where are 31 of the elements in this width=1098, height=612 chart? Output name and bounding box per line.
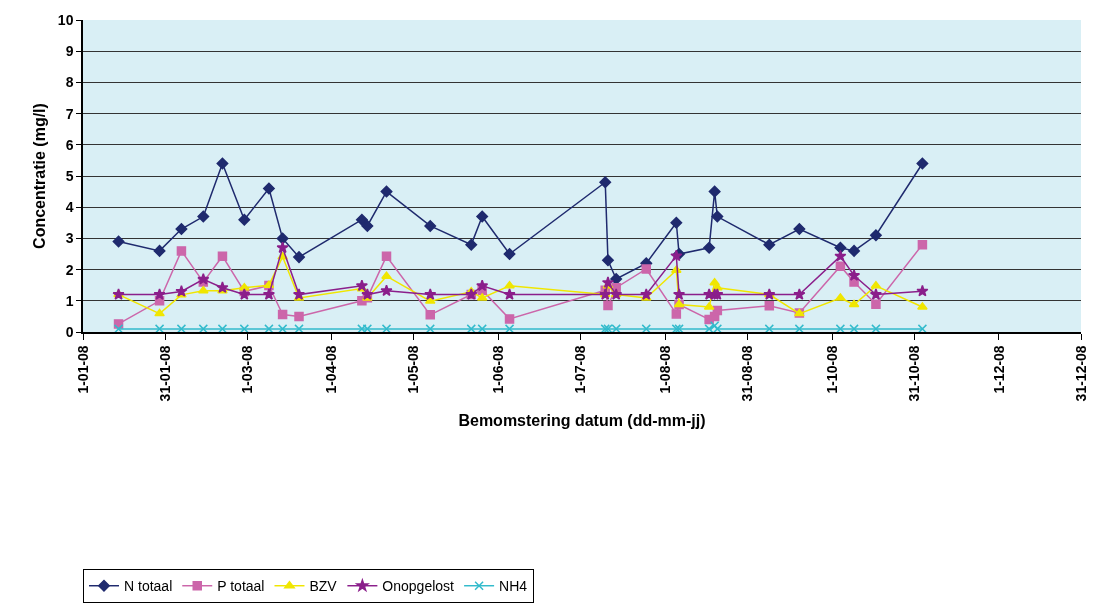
legend-label: N totaal [124,578,173,595]
x-tick-label: 31-12-08 [1072,345,1089,402]
x-axis-title: Bemomstering datum (dd-mm-jj) [458,411,706,429]
x-tick-label: 31-10-08 [905,345,922,402]
y-tick-label: 9 [65,43,74,60]
y-tick-label: 7 [65,105,74,122]
legend-label: NH4 [499,578,528,595]
y-tick-label: 8 [65,74,74,91]
y-tick-label: 4 [65,199,74,216]
x-tick-label: 1-04-08 [323,345,340,394]
y-tick-label: 2 [65,261,74,278]
x-tick-label: 1-03-08 [238,345,255,394]
y-tick-label: 5 [65,167,74,184]
legend-label: P totaal [217,578,265,595]
y-tick-label: 6 [65,136,74,153]
x-tick-label: 1-12-08 [990,345,1007,394]
y-tick-label: 0 [65,323,74,340]
y-tick-label: 10 [57,11,74,28]
x-tick-label: 1-01-08 [74,345,91,394]
x-tick-label: 31-08-08 [738,345,755,402]
legend-label: Onopgelost [382,578,455,595]
y-tick-label: 1 [65,292,74,309]
x-tick-label: 1-06-08 [490,345,507,394]
x-tick-label: 1-08-08 [656,345,673,394]
y-axis-title: Concentratie (mg/l) [31,103,49,249]
x-tick-label: 1-07-08 [572,345,589,394]
y-tick-label: 3 [65,230,74,247]
x-tick-label: 1-10-08 [823,345,840,394]
legend-label: BZV [309,578,338,595]
x-tick-label: 31-01-08 [156,345,173,402]
x-tick-label: 1-05-08 [405,345,422,394]
